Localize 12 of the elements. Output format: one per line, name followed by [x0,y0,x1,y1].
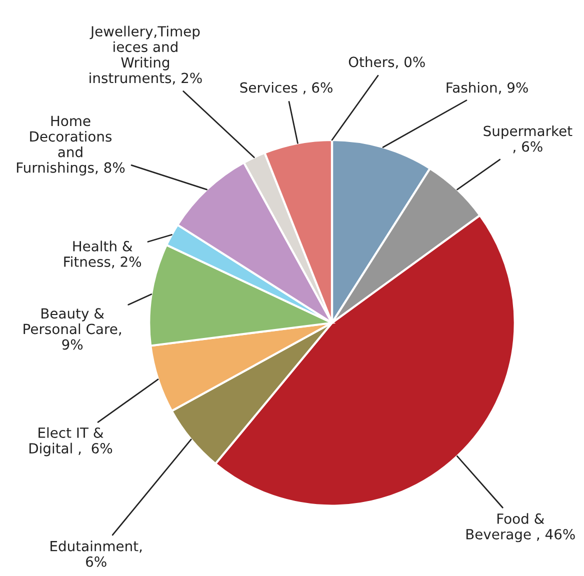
slice-label: Services , 6% [240,82,332,94]
category-label: Others, 0% [348,56,425,69]
slice-label: Jewellery,Timep ieces and Writing instruments, 2% [90,26,202,85]
slice-label: Fashion, 9% [446,82,528,94]
data-label: , 6% [513,141,542,154]
slice-label: Food & Beverage , 46% [466,513,575,542]
slice-label: Home Decorations and Furnishings, 8% [16,116,125,176]
slice-label: Edutainment, 6% [50,540,142,567]
slice-label: Elect IT & Digital , 6% [29,427,112,456]
slice-label: Beauty & Personal Care, 9% [24,308,121,350]
slice-label: Supermarket [484,125,572,139]
slice-label: Health & Fitness, 2% [64,240,142,268]
